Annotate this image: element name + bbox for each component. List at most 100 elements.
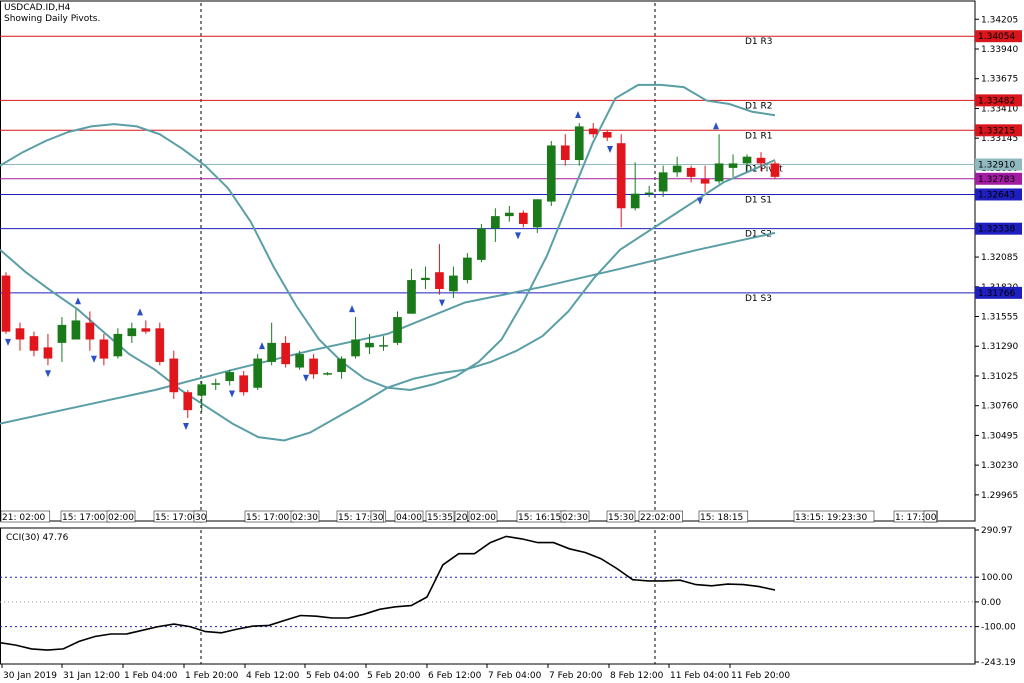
candle-body — [588, 128, 598, 135]
candle-body — [602, 131, 612, 138]
session-label-box — [638, 510, 683, 523]
session-label: 15: 17:00 — [246, 513, 290, 523]
candle-body — [281, 342, 290, 365]
session-label-box — [336, 510, 387, 523]
candle-body — [15, 328, 25, 340]
current-price-tag — [975, 172, 1022, 185]
session-label: 15: 17:00 — [62, 513, 106, 523]
candle-body — [756, 157, 766, 164]
fractal-arrow-icon — [697, 197, 703, 205]
pivot-price-tag — [975, 94, 1022, 107]
fractal-arrow-icon — [515, 232, 521, 240]
candle-body — [505, 212, 514, 217]
cci-tick-label: -243.19 — [981, 658, 1016, 668]
candle-body — [169, 358, 179, 393]
price-tick-label: 1.34205 — [981, 15, 1018, 25]
session-label: 1: 17:30 — [895, 513, 933, 523]
session-label-box — [923, 510, 937, 523]
pivot-level-name: D1 R1 — [745, 131, 773, 141]
pivot-price-tag — [975, 158, 1022, 171]
pivot-price-tag — [975, 124, 1022, 137]
pivot-price-tag — [975, 222, 1022, 235]
pivot-level-name: D1 S2 — [745, 230, 772, 240]
candle-body — [463, 257, 472, 281]
cci-line — [0, 535, 776, 651]
pivot-level-name: D1 S3 — [745, 294, 772, 304]
session-label: 15: 18:15 — [700, 513, 743, 523]
time-tick-label: 1 Feb 04:00 — [124, 671, 178, 681]
candle-body — [407, 280, 416, 314]
pivot-price-value: 1.34054 — [978, 32, 1015, 42]
pivot-price-tag — [975, 188, 1022, 201]
session-label-box — [290, 510, 320, 523]
session-label: 15: 17:01 — [338, 513, 381, 523]
session-label-box — [698, 510, 749, 523]
fractal-arrow-icon — [575, 111, 581, 119]
candle-body — [323, 373, 332, 375]
fractal-arrow-icon — [75, 297, 81, 305]
pivot-price-tag — [975, 30, 1022, 43]
candle-body — [770, 163, 780, 177]
session-label-box — [560, 510, 590, 523]
time-tick-label: 7 Feb 04:00 — [488, 671, 542, 681]
price-tick-label: 1.30760 — [981, 402, 1018, 412]
candle-body — [728, 163, 738, 168]
candle-body — [742, 156, 752, 164]
session-label: 02:00 — [470, 513, 496, 523]
candle-body — [672, 165, 682, 173]
session-label-box — [106, 510, 136, 523]
price-tick-label: 1.32085 — [981, 253, 1018, 263]
session-label: 15:35 — [427, 513, 453, 523]
candle-body — [127, 328, 137, 337]
candle-body — [630, 193, 640, 209]
candle-body — [616, 143, 626, 209]
session-label: 22:02:00 — [640, 513, 681, 523]
candle-body — [532, 199, 542, 228]
candle-body — [29, 336, 39, 351]
session-label: 02:30 — [562, 513, 588, 523]
session-label-box — [394, 510, 424, 523]
fractal-arrow-icon — [91, 355, 97, 363]
session-label-box — [793, 510, 875, 523]
pivot-level-name: D1 S1 — [745, 195, 772, 205]
bollinger-lower-band — [0, 231, 776, 425]
candle-body — [365, 342, 374, 348]
session-label: 30 — [372, 513, 384, 523]
session-label-box — [193, 510, 207, 523]
candle-body — [337, 358, 346, 373]
session-label-box — [606, 510, 636, 523]
session-label: 21: 02:00 — [2, 513, 46, 523]
candle-body — [197, 384, 207, 396]
session-label: 15: 17:00 — [155, 513, 199, 523]
time-tick-label: 4 Feb 12:00 — [246, 671, 300, 681]
price-tick-label: 1.31025 — [981, 372, 1018, 382]
pivot-level-name: D1 Pivot — [745, 165, 783, 175]
session-label: 02:30 — [292, 513, 318, 523]
session-label-box — [425, 510, 455, 523]
candle-body — [477, 228, 486, 260]
time-tick-label: 30 Jan 2019 — [3, 671, 57, 681]
price-tick-label: 1.33145 — [981, 134, 1018, 144]
candle-body — [644, 192, 654, 195]
candle-body — [686, 167, 696, 177]
candle-body — [421, 277, 430, 281]
candle-body — [99, 339, 109, 359]
pivot-level-name: D1 R3 — [745, 37, 773, 47]
pivot-price-tag — [975, 286, 1022, 299]
fractal-arrow-icon — [259, 342, 265, 350]
session-label-box — [454, 510, 468, 523]
bollinger-middle-band — [0, 159, 776, 442]
fractal-arrow-icon — [45, 370, 51, 378]
price-tick-label: 1.33675 — [981, 75, 1018, 85]
candle-body — [183, 392, 193, 411]
candle-body — [85, 322, 95, 340]
fractal-arrow-icon — [607, 145, 613, 153]
candle-body — [71, 320, 81, 340]
price-tick-label: 1.31290 — [981, 342, 1018, 352]
price-tick-label: 1.33940 — [981, 45, 1018, 55]
session-label: 00 — [925, 513, 937, 523]
pivot-price-value: 1.31766 — [978, 289, 1015, 299]
fractal-arrow-icon — [713, 122, 719, 130]
time-tick-label: 11 Feb 04:00 — [670, 671, 729, 681]
fractal-arrow-icon — [439, 299, 445, 307]
